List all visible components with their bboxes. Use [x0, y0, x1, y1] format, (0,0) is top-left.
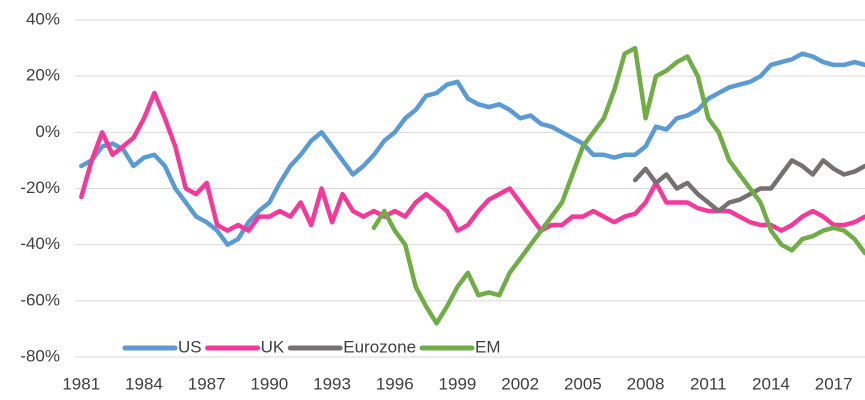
x-tick-label: 2014: [752, 374, 790, 393]
x-tick-label: 1990: [250, 374, 288, 393]
x-tick-label: 2008: [627, 374, 665, 393]
series-line: [371, 45, 865, 326]
y-tick-label: 40%: [26, 9, 60, 28]
y-tick-label: 0%: [35, 122, 60, 141]
legend-label: EM: [475, 337, 501, 356]
y-tick-label: 20%: [26, 66, 60, 85]
y-tick-label: -40%: [20, 234, 60, 253]
series-line: [79, 51, 865, 247]
x-tick-label: 2005: [564, 374, 602, 393]
x-tick-label: 1984: [125, 374, 163, 393]
series-line: [79, 90, 865, 233]
x-tick-label: 1987: [188, 374, 226, 393]
y-tick-label: -60%: [20, 290, 60, 309]
x-tick-label: 2011: [690, 374, 727, 393]
x-tick-label: 2002: [501, 374, 539, 393]
legend-label: UK: [261, 337, 285, 356]
x-tick-label: 1981: [62, 374, 100, 393]
y-tick-label: -20%: [20, 178, 60, 197]
legend-label: US: [178, 337, 202, 356]
x-tick-label: 1999: [439, 374, 477, 393]
y-tick-label: -80%: [20, 346, 60, 365]
legend-label: Eurozone: [343, 337, 416, 356]
x-tick-label: 1993: [313, 374, 351, 393]
x-tick-label: 2017: [815, 374, 853, 393]
series-line: [632, 158, 865, 214]
x-tick-label: 1996: [376, 374, 414, 393]
